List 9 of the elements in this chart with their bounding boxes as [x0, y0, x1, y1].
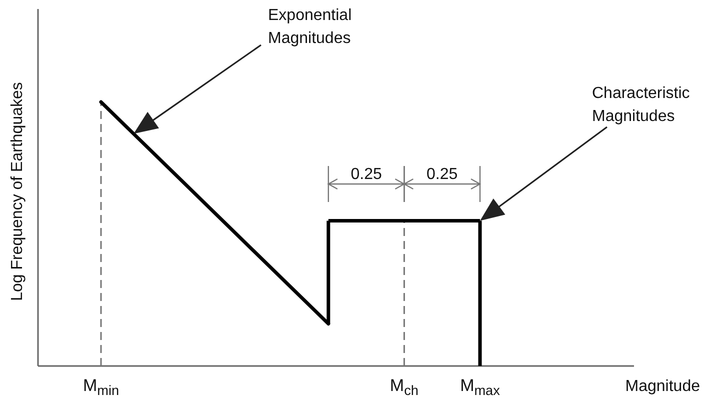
x-tick-label: M$_{ch}$	[390, 376, 418, 398]
y-axis-title: Log Frequency of Earthquakes	[9, 82, 26, 301]
x-tick-label: M$_{max}$	[460, 376, 500, 398]
x-tick-label: M$_{min}$	[82, 376, 120, 398]
annotation: 0.25	[350, 166, 382, 183]
annotation: 0.25	[426, 166, 458, 183]
text: Characteristic Magnitudes	[592, 85, 690, 125]
text: Magnitude	[625, 378, 700, 395]
text: Exponential Magnitudes	[268, 7, 352, 47]
